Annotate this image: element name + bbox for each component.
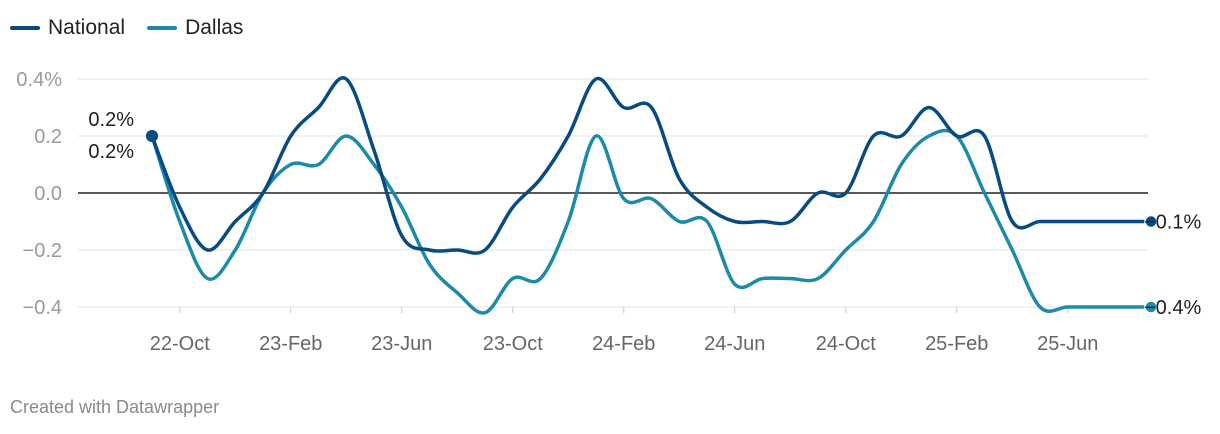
- end-point-national: [1144, 214, 1158, 229]
- x-tick-label: 24-Feb: [592, 333, 655, 355]
- x-tick-label: 22-Oct: [150, 333, 210, 355]
- credit-text: Created with Datawrapper: [10, 397, 220, 417]
- y-tick-label: 0.2: [34, 126, 62, 148]
- series-line-dallas: [150, 128, 1153, 315]
- y-tick-label: −0.2: [23, 240, 62, 262]
- x-tick-label: 25-Feb: [925, 333, 988, 355]
- x-tick-label: 23-Feb: [259, 333, 322, 355]
- legend-item-dallas: Dallas: [147, 16, 243, 40]
- y-tick-label: 0.0: [34, 183, 62, 205]
- legend-swatch-dallas: [147, 26, 178, 30]
- x-tick-label: 25-Jun: [1037, 333, 1098, 355]
- series-lines: [146, 76, 1158, 315]
- end-label-national: −0.1%: [1144, 212, 1201, 234]
- legend-label-national: National: [48, 16, 126, 39]
- start-point-national: [146, 130, 158, 142]
- gridlines: [78, 78, 1148, 308]
- series-line-national: [150, 76, 1153, 255]
- legend-label-dallas: Dallas: [185, 16, 244, 39]
- start-label-national: 0.2%: [88, 109, 134, 131]
- end-point-dallas: [1144, 300, 1158, 314]
- y-tick-label: 0.4%: [16, 69, 62, 91]
- y-axis-ticks: 0.4% 0.2 0.0 −0.2 −0.4: [16, 69, 62, 319]
- x-tick-label: 23-Oct: [483, 333, 543, 355]
- legend-item-national: National: [10, 16, 125, 40]
- end-label-dallas: −0.4%: [1144, 297, 1201, 319]
- legend-swatch-national: [10, 26, 40, 30]
- x-tick-label: 24-Oct: [816, 333, 876, 355]
- x-tick-label: 23-Jun: [371, 333, 432, 355]
- y-tick-label: −0.4: [23, 297, 62, 319]
- legend: National Dallas: [10, 14, 243, 42]
- x-axis-ticks: 22-Oct 23-Feb 23-Jun 23-Oct 24-Feb 24-Jun 24-O…: [150, 307, 1098, 355]
- data-labels: 0.2% −0.1% 0.2% −0.4%: [88, 109, 1201, 319]
- x-tick-label: 24-Jun: [704, 333, 765, 355]
- start-label-dallas: 0.2%: [88, 141, 134, 163]
